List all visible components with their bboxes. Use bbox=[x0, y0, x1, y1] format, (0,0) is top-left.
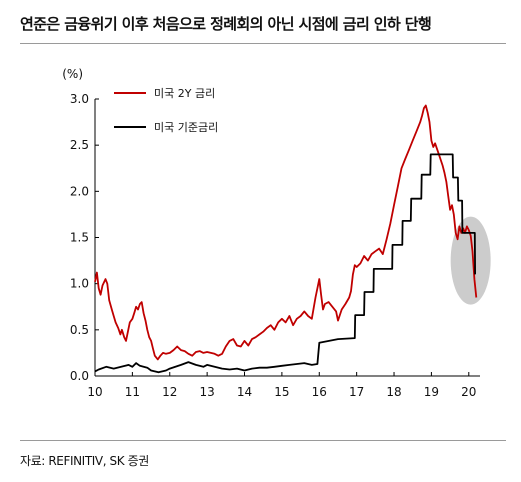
y-tick-label: 2.5 bbox=[70, 138, 89, 152]
x-tick-label: 19 bbox=[424, 385, 439, 399]
highlight-layer bbox=[450, 216, 491, 305]
y-tick-label: 0.0 bbox=[70, 369, 89, 383]
unit-label: (%) bbox=[62, 67, 83, 81]
y-tick-label: 1.5 bbox=[70, 231, 89, 245]
series-layer bbox=[94, 104, 478, 374]
y-tick-label: 2.0 bbox=[70, 184, 89, 198]
y-tick-label: 0.5 bbox=[70, 323, 89, 337]
y-tick-label: 1.0 bbox=[70, 277, 89, 291]
x-tick-label: 18 bbox=[386, 385, 401, 399]
y-tick-label: 3.0 bbox=[70, 92, 89, 106]
x-tick-label: 16 bbox=[312, 385, 327, 399]
legend-label: 미국 2Y 금리 bbox=[154, 87, 215, 100]
series-line-us-2y bbox=[94, 104, 478, 361]
x-tick-label: 12 bbox=[162, 385, 177, 399]
highlight-ellipse bbox=[450, 216, 491, 305]
x-tick-label: 10 bbox=[87, 385, 102, 399]
x-tick-label: 20 bbox=[461, 385, 476, 399]
source-divider bbox=[20, 440, 506, 441]
x-tick-label: 11 bbox=[125, 385, 140, 399]
line-chart: 0.0 0.5 1.0 1.5 2.0 2.5 3.0 10 11 12 13 14 15 16 17 18 1… bbox=[62, 67, 491, 399]
series-line-us-policy-rate bbox=[94, 153, 476, 374]
legend-label: 미국 기준금리 bbox=[154, 121, 218, 134]
title-divider bbox=[20, 43, 506, 44]
x-tick-label: 14 bbox=[237, 385, 252, 399]
source-note: 자료: REFINITIV, SK 증권 bbox=[20, 454, 149, 468]
axes: 0.0 0.5 1.0 1.5 2.0 2.5 3.0 10 11 12 13 14 15 16 17 18 1… bbox=[62, 67, 480, 399]
page-title: 연준은 금융위기 이후 처음으로 정례회의 아닌 시점에 금리 인하 단행 bbox=[20, 15, 432, 33]
x-tick-label: 15 bbox=[274, 385, 289, 399]
x-tick-label: 17 bbox=[349, 385, 364, 399]
x-tick-label: 13 bbox=[199, 385, 214, 399]
